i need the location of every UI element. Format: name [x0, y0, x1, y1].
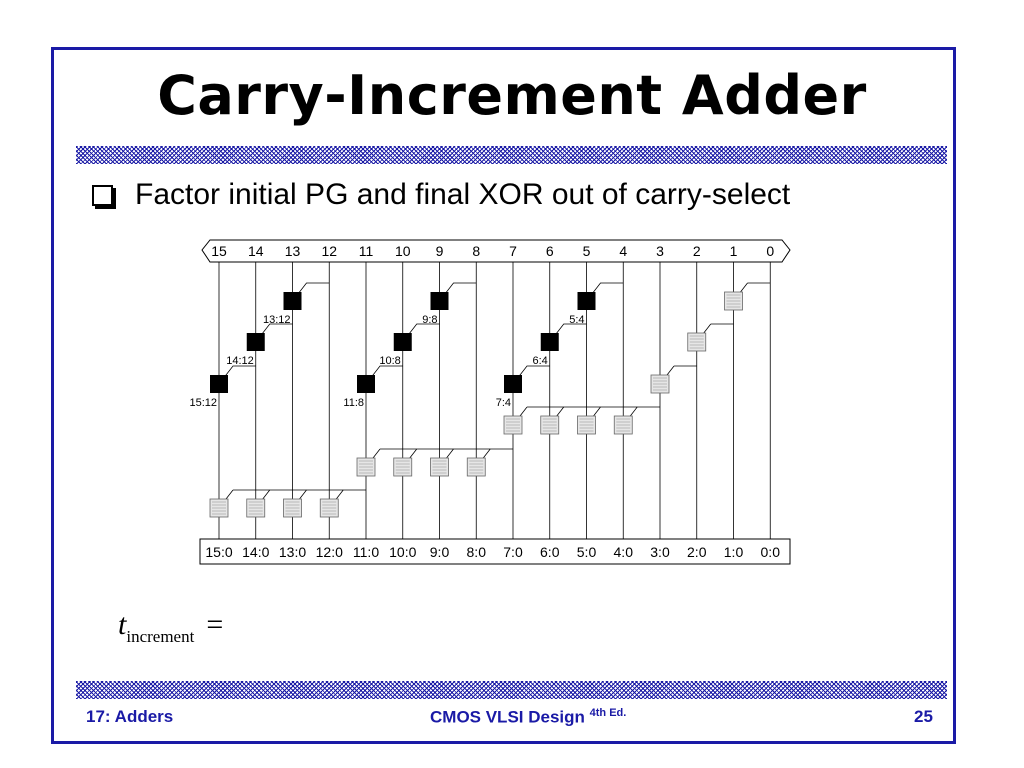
- bullet-item: Factor initial PG and final XOR out of c…: [92, 178, 790, 212]
- footer-course: CMOS VLSI Design: [430, 707, 585, 727]
- title-divider: [76, 146, 947, 164]
- formula-subscript: increment: [126, 627, 195, 646]
- slide-title: Carry-Increment Adder: [157, 64, 867, 127]
- footer-center: CMOS VLSI Design 4th Ed.: [430, 707, 626, 728]
- checkbox-bullet-icon: [92, 184, 113, 206]
- delay-formula: tincrement =: [118, 608, 224, 646]
- formula-variable: t: [118, 608, 127, 641]
- formula-equals: =: [206, 608, 224, 641]
- footer-edition: 4th Ed.: [589, 707, 627, 719]
- page-number: 25: [914, 707, 933, 726]
- slide-frame: [51, 47, 956, 744]
- bullet-text: Factor initial PG and final XOR out of c…: [135, 178, 791, 211]
- footer-left: 17: Adders: [86, 707, 174, 726]
- footer-divider: [76, 681, 947, 699]
